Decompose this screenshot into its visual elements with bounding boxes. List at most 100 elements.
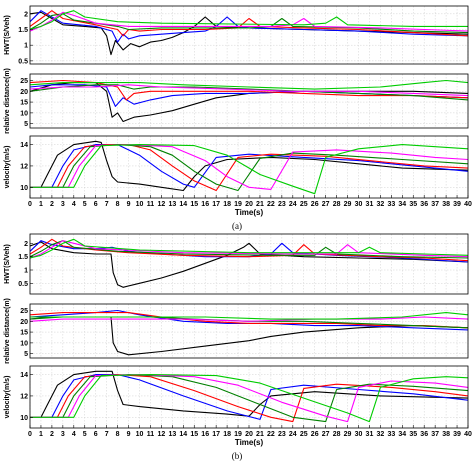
x-tick-label: 24 — [289, 201, 297, 208]
y-axis-label: relative distance(m) — [4, 68, 11, 134]
x-tick-label: 30 — [355, 431, 363, 438]
y-tick-label: 5 — [24, 121, 28, 128]
series-line-3 — [30, 238, 468, 262]
caption-a: (a) — [232, 221, 242, 231]
x-tick-label: 39 — [453, 431, 461, 438]
y-tick-label: 2 — [24, 11, 28, 18]
series-line-2 — [30, 10, 468, 43]
x-tick-label: 19 — [234, 201, 242, 208]
x-tick-label: 29 — [344, 431, 352, 438]
x-tick-label: 40 — [464, 201, 472, 208]
series-line-3 — [30, 10, 468, 37]
x-tick-label: 4 — [72, 431, 76, 438]
series-line-4 — [30, 374, 468, 423]
x-tick-label: 12 — [158, 201, 166, 208]
x-tick-label: 13 — [168, 431, 176, 438]
x-tick-label: 15 — [190, 201, 198, 208]
y-axis-label: velocity(m/s) — [4, 146, 11, 189]
x-tick-label: 21 — [256, 431, 264, 438]
y-tick-label: 12 — [20, 393, 28, 400]
x-tick-label: 21 — [256, 201, 264, 208]
y-tick-label: 20 — [20, 319, 28, 326]
series-line-5 — [30, 144, 468, 190]
y-tick-label: 20 — [20, 89, 28, 96]
caption-b: (b) — [232, 451, 243, 461]
x-tick-label: 8 — [116, 431, 120, 438]
x-tick-label: 28 — [333, 201, 341, 208]
x-tick-label: 10 — [136, 201, 144, 208]
plot-frame — [29, 303, 469, 359]
x-axis-label: Time(s) — [235, 438, 264, 447]
x-tick-label: 3 — [61, 431, 65, 438]
y-tick-label: 12 — [20, 163, 28, 170]
x-tick-label: 35 — [409, 201, 417, 208]
x-tick-label: 11 — [147, 201, 155, 208]
y-tick-label: 5 — [24, 351, 28, 358]
y-tick-label: 25 — [20, 78, 28, 85]
x-tick-label: 29 — [344, 201, 352, 208]
x-tick-label: 24 — [289, 431, 297, 438]
x-tick-label: 37 — [431, 431, 439, 438]
x-tick-label: 22 — [267, 431, 275, 438]
series-line-5 — [30, 11, 468, 32]
plot-frame — [29, 233, 469, 295]
series-line-1 — [30, 370, 468, 418]
x-tick-label: 39 — [453, 201, 461, 208]
x-tick-label: 38 — [442, 201, 450, 208]
y-tick-label: 1 — [24, 43, 28, 50]
x-tick-label: 17 — [212, 201, 220, 208]
x-tick-label: 11 — [147, 431, 155, 438]
y-tick-label: 1 — [24, 268, 28, 275]
x-tick-label: 3 — [61, 201, 65, 208]
series-line-6 — [30, 79, 468, 90]
x-tick-label: 14 — [179, 431, 187, 438]
y-tick-label: 1.5 — [18, 27, 28, 34]
series-line-3 — [30, 312, 468, 329]
x-tick-label: 4 — [72, 201, 76, 208]
x-tick-label: 19 — [234, 431, 242, 438]
x-tick-label: 16 — [201, 201, 209, 208]
x-tick-label: 31 — [366, 201, 374, 208]
x-tick-label: 18 — [223, 201, 231, 208]
y-tick-label: 1.5 — [18, 254, 28, 261]
y-axis-label: velocity(m/s) — [4, 376, 11, 419]
x-tick-label: 18 — [223, 431, 231, 438]
y-tick-label: 15 — [20, 330, 28, 337]
x-tick-label: 10 — [136, 431, 144, 438]
x-tick-label: 2 — [50, 431, 54, 438]
series-line-2 — [30, 144, 468, 188]
x-tick-label: 20 — [245, 201, 253, 208]
series-line-3 — [30, 374, 468, 423]
y-tick-label: 2 — [24, 241, 28, 248]
x-tick-label: 26 — [311, 201, 319, 208]
y-axis-label: HWT(S/Veh) — [4, 244, 11, 284]
x-tick-label: 20 — [245, 431, 253, 438]
x-tick-label: 12 — [158, 431, 166, 438]
x-tick-label: 37 — [431, 201, 439, 208]
plot-frame — [29, 5, 469, 65]
x-tick-label: 0 — [28, 201, 32, 208]
series-line-5 — [30, 84, 468, 97]
y-tick-label: 0.5 — [18, 281, 28, 288]
x-tick-label: 30 — [355, 201, 363, 208]
series-line-4 — [30, 144, 468, 192]
x-tick-label: 0 — [28, 431, 32, 438]
x-tick-label: 33 — [387, 201, 395, 208]
x-tick-label: 34 — [398, 431, 406, 438]
x-tick-label: 8 — [116, 201, 120, 208]
x-tick-label: 2 — [50, 201, 54, 208]
y-tick-label: 10 — [20, 415, 28, 422]
x-tick-label: 17 — [212, 431, 220, 438]
y-tick-label: 10 — [20, 110, 28, 117]
y-tick-label: 25 — [20, 308, 28, 315]
y-tick-label: 0.5 — [18, 58, 28, 65]
x-tick-label: 28 — [333, 431, 341, 438]
x-tick-label: 33 — [387, 431, 395, 438]
y-tick-label: 14 — [20, 372, 28, 379]
x-tick-label: 35 — [409, 431, 417, 438]
series-line-5 — [30, 316, 468, 322]
x-tick-label: 23 — [278, 431, 286, 438]
x-tick-label: 34 — [398, 201, 406, 208]
x-tick-label: 5 — [83, 431, 87, 438]
series-line-5 — [30, 374, 468, 423]
